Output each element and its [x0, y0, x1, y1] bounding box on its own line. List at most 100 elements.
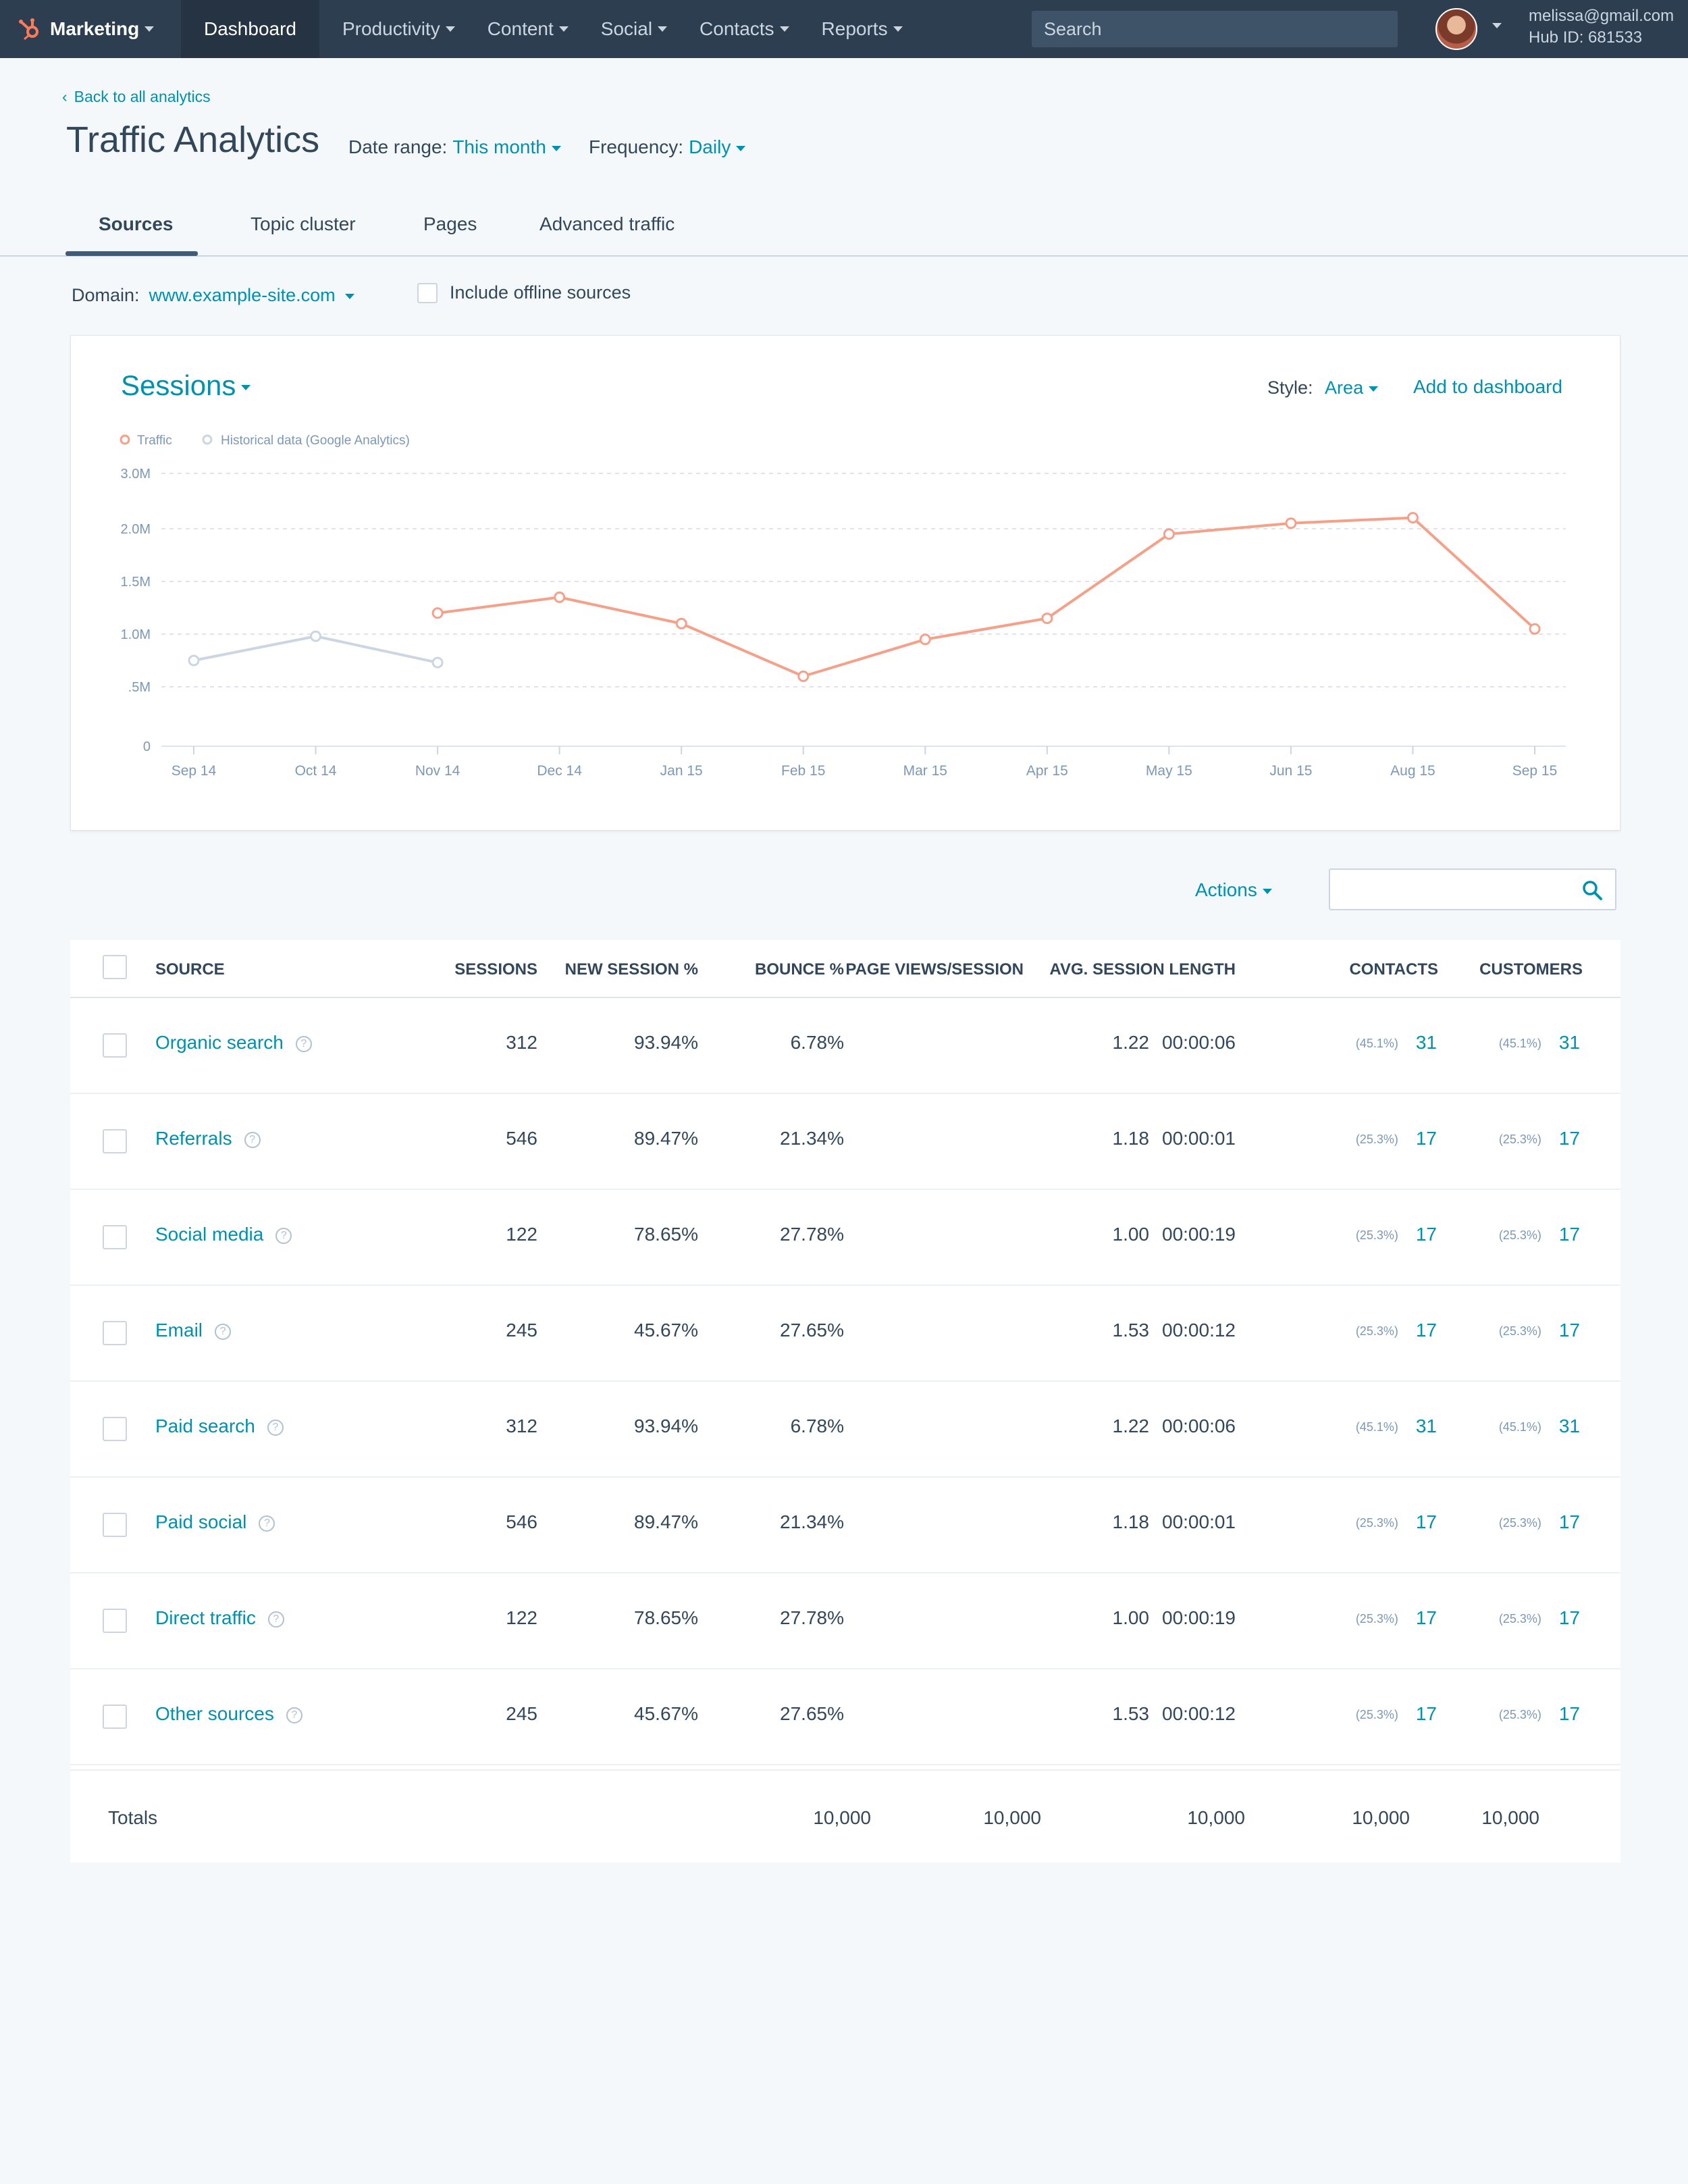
chevron-down-icon [344, 293, 354, 299]
nav-content[interactable]: Content [471, 0, 585, 58]
brand-menu[interactable]: Marketing [0, 0, 181, 58]
col-customers[interactable]: CUSTOMERS [1479, 960, 1583, 979]
traffic-point [1163, 528, 1175, 540]
offline-sources-toggle[interactable]: Include offline sources [417, 282, 631, 303]
contacts-count-link[interactable]: 31 [1415, 1415, 1437, 1436]
chart-metric-dropdown[interactable]: Sessions [121, 369, 251, 402]
customers-cell: (25.3%) 17 [1499, 1607, 1580, 1629]
source-link[interactable]: Social media [155, 1224, 264, 1245]
chart-style-dropdown[interactable]: Style: Area [1267, 378, 1379, 398]
global-search-input[interactable] [1032, 11, 1398, 47]
customers-count-link[interactable]: 17 [1558, 1224, 1580, 1245]
row-checkbox[interactable] [103, 1129, 127, 1153]
chevron-down-icon[interactable] [1492, 23, 1502, 28]
nav-dashboard[interactable]: Dashboard [181, 0, 319, 58]
tab-pages[interactable]: Pages [423, 213, 477, 234]
actions-dropdown[interactable]: Actions [1195, 879, 1272, 901]
total-value: 10,000 [1187, 1807, 1245, 1828]
customers-cell: (25.3%) 17 [1499, 1224, 1580, 1245]
customers-count-link[interactable]: 17 [1558, 1607, 1580, 1628]
frequency-filter[interactable]: Frequency: Daily [589, 136, 746, 158]
add-to-dashboard-link[interactable]: Add to dashboard [1413, 376, 1563, 397]
source-link[interactable]: Organic search [155, 1032, 284, 1053]
row-checkbox[interactable] [103, 1513, 127, 1537]
customers-count-link[interactable]: 17 [1558, 1320, 1580, 1341]
source-link[interactable]: Paid social [155, 1511, 247, 1532]
help-icon[interactable]: ? [286, 1707, 302, 1723]
table-header: SOURCE SESSIONS NEW SESSION % BOUNCE % P… [70, 940, 1620, 998]
row-checkbox[interactable] [103, 1417, 127, 1441]
contacts-count-link[interactable]: 17 [1415, 1607, 1437, 1628]
nav-contacts[interactable]: Contacts [683, 0, 806, 58]
help-icon[interactable]: ? [244, 1131, 261, 1148]
col-contacts[interactable]: CONTACTS [1349, 960, 1438, 979]
chevron-down-icon [1262, 888, 1272, 894]
help-icon[interactable]: ? [215, 1323, 232, 1340]
help-icon[interactable]: ? [259, 1515, 275, 1532]
contacts-count-link[interactable]: 17 [1415, 1128, 1437, 1149]
customers-count-link[interactable]: 17 [1558, 1511, 1580, 1532]
tab-sources[interactable]: Sources [99, 213, 174, 234]
contacts-count-link[interactable]: 17 [1415, 1224, 1437, 1245]
date-range-value[interactable]: This month [452, 136, 546, 157]
customers-pct: (25.3%) [1498, 1228, 1541, 1243]
customers-count-link[interactable]: 31 [1558, 1415, 1580, 1436]
source-link[interactable]: Other sources [155, 1703, 274, 1724]
col-page-views-session[interactable]: PAGE VIEWS/SESSION [845, 960, 1024, 979]
help-icon[interactable]: ? [267, 1611, 284, 1628]
row-checkbox[interactable] [103, 1321, 127, 1345]
chevron-down-icon [736, 145, 746, 151]
table-row: Social media? 122 78.65% 27.78% 1.00 00:00:19… [70, 1190, 1620, 1286]
row-checkbox[interactable] [103, 1609, 127, 1633]
contacts-count-link[interactable]: 17 [1415, 1320, 1437, 1341]
col-source[interactable]: SOURCE [155, 960, 225, 979]
source-link[interactable]: Referrals [155, 1128, 232, 1149]
col-bounce-pct[interactable]: BOUNCE % [754, 960, 844, 979]
customers-pct: (45.1%) [1498, 1420, 1541, 1434]
customers-count-link[interactable]: 31 [1558, 1032, 1580, 1053]
help-icon[interactable]: ? [295, 1035, 312, 1052]
tab-advanced-traffic[interactable]: Advanced traffic [539, 213, 675, 234]
page-views-cell: 1.22 [1112, 1415, 1150, 1436]
tab-topic-cluster[interactable]: Topic cluster [250, 213, 356, 234]
bounce-pct-cell: 27.65% [780, 1703, 844, 1724]
col-new-session-pct[interactable]: NEW SESSION % [564, 960, 698, 979]
row-checkbox[interactable] [103, 1033, 127, 1058]
traffic-line [437, 516, 1536, 678]
chart-title: Sessions [121, 369, 236, 401]
domain-filter[interactable]: Domain: www.example-site.com [72, 285, 354, 306]
help-icon[interactable]: ? [275, 1227, 292, 1244]
avatar[interactable] [1435, 8, 1477, 50]
avg-session-cell: 00:00:01 [1162, 1511, 1236, 1532]
col-sessions[interactable]: SESSIONS [454, 960, 537, 979]
select-all-checkbox[interactable] [103, 955, 127, 979]
customers-count-link[interactable]: 17 [1558, 1128, 1580, 1149]
nav-social[interactable]: Social [585, 0, 683, 58]
contacts-count-link[interactable]: 31 [1415, 1032, 1437, 1053]
contacts-count-link[interactable]: 17 [1415, 1703, 1437, 1724]
contacts-count-link[interactable]: 17 [1415, 1511, 1437, 1532]
col-avg-session-length[interactable]: AVG. SESSION LENGTH [1049, 960, 1236, 979]
source-link[interactable]: Paid search [155, 1415, 255, 1436]
sessions-cell: 312 [506, 1415, 537, 1436]
back-to-analytics-link[interactable]: ‹ Back to all analytics [62, 88, 211, 106]
customers-count-link[interactable]: 17 [1558, 1703, 1580, 1724]
help-icon[interactable]: ? [267, 1419, 284, 1436]
frequency-value[interactable]: Daily [689, 136, 731, 157]
table-search-input[interactable] [1329, 868, 1616, 910]
y-tick-label: 0 [143, 739, 151, 754]
chevron-down-icon [445, 26, 455, 32]
page-views-cell: 1.18 [1112, 1511, 1150, 1532]
offline-sources-checkbox[interactable] [417, 282, 438, 303]
style-value[interactable]: Area [1325, 378, 1364, 398]
date-range-filter[interactable]: Date range: This month [348, 136, 561, 158]
row-checkbox[interactable] [103, 1705, 127, 1729]
row-checkbox[interactable] [103, 1225, 127, 1249]
active-tab-indicator [65, 251, 198, 256]
domain-value[interactable]: www.example-site.com [149, 285, 336, 305]
source-link[interactable]: Direct traffic [155, 1607, 256, 1628]
source-link[interactable]: Email [155, 1320, 203, 1341]
customers-cell: (25.3%) 17 [1499, 1511, 1580, 1533]
nav-productivity[interactable]: Productivity [326, 0, 471, 58]
nav-reports[interactable]: Reports [806, 0, 919, 58]
